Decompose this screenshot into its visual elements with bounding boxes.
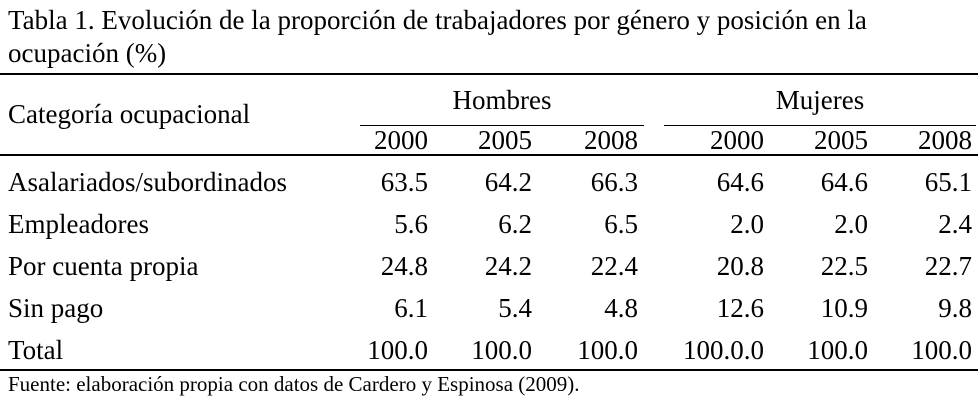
table-title: Tabla 1. Evolución de la proporción de t… bbox=[8, 5, 867, 68]
table-cell: 5.6 bbox=[394, 209, 428, 239]
table-cell: 4.8 bbox=[604, 293, 638, 323]
table-cell: 2.4 bbox=[938, 209, 972, 239]
table-cell: 65.1 bbox=[924, 167, 972, 197]
group-header-hombres: Hombres bbox=[452, 85, 552, 115]
table-cell: 2.0 bbox=[834, 209, 868, 239]
year-header: 2005 bbox=[814, 125, 868, 155]
table-cell: 63.5 bbox=[380, 167, 428, 197]
year-header: 2000 bbox=[710, 125, 764, 155]
table-cell: 6.5 bbox=[604, 209, 638, 239]
top-rule bbox=[0, 73, 978, 75]
table-cell-total: 100.0.0 bbox=[683, 335, 764, 365]
table-cell: 66.3 bbox=[590, 167, 638, 197]
stub-header: Categoría ocupacional bbox=[8, 99, 251, 129]
table-cell-total: 100.0 bbox=[577, 335, 638, 365]
table-cell: 6.1 bbox=[394, 293, 428, 323]
table-cell-total: 100.0 bbox=[471, 335, 532, 365]
table-cell: 22.4 bbox=[590, 251, 638, 281]
row-label: Por cuenta propia bbox=[8, 251, 199, 281]
table-cell: 12.6 bbox=[716, 293, 764, 323]
table-cell: 22.7 bbox=[924, 251, 972, 281]
source-note: Fuente: elaboración propia con datos de … bbox=[8, 372, 580, 396]
table-cell: 6.2 bbox=[498, 209, 532, 239]
table-cell-total: 100.0 bbox=[367, 335, 428, 365]
table-cell: 20.8 bbox=[716, 251, 764, 281]
group-header-mujeres: Mujeres bbox=[775, 85, 865, 115]
row-label: Empleadores bbox=[8, 209, 149, 239]
year-header: 2008 bbox=[584, 125, 638, 155]
table-cell: 2.0 bbox=[730, 209, 764, 239]
table-cell: 10.9 bbox=[820, 293, 868, 323]
year-header: 2005 bbox=[478, 125, 532, 155]
table-cell-total: 100.0 bbox=[807, 335, 868, 365]
table-cell-total: 100.0 bbox=[911, 335, 972, 365]
table-cell: 64.2 bbox=[484, 167, 532, 197]
table-cell: 24.2 bbox=[484, 251, 532, 281]
row-label: Asalariados/subordinados bbox=[8, 167, 287, 197]
table-cell: 22.5 bbox=[820, 251, 868, 281]
group-underline-hombres bbox=[360, 125, 644, 126]
year-header: 2000 bbox=[374, 125, 428, 155]
row-label-total: Total bbox=[8, 335, 64, 365]
table-cell: 64.6 bbox=[716, 167, 764, 197]
bottom-rule bbox=[0, 369, 978, 371]
table-cell: 64.6 bbox=[820, 167, 868, 197]
table-cell: 9.8 bbox=[938, 293, 972, 323]
table-cell: 24.8 bbox=[380, 251, 428, 281]
table-cell: 5.4 bbox=[498, 293, 532, 323]
header-rule bbox=[0, 154, 978, 156]
row-label: Sin pago bbox=[8, 293, 104, 323]
year-header: 2008 bbox=[918, 125, 972, 155]
group-underline-mujeres bbox=[664, 125, 976, 126]
